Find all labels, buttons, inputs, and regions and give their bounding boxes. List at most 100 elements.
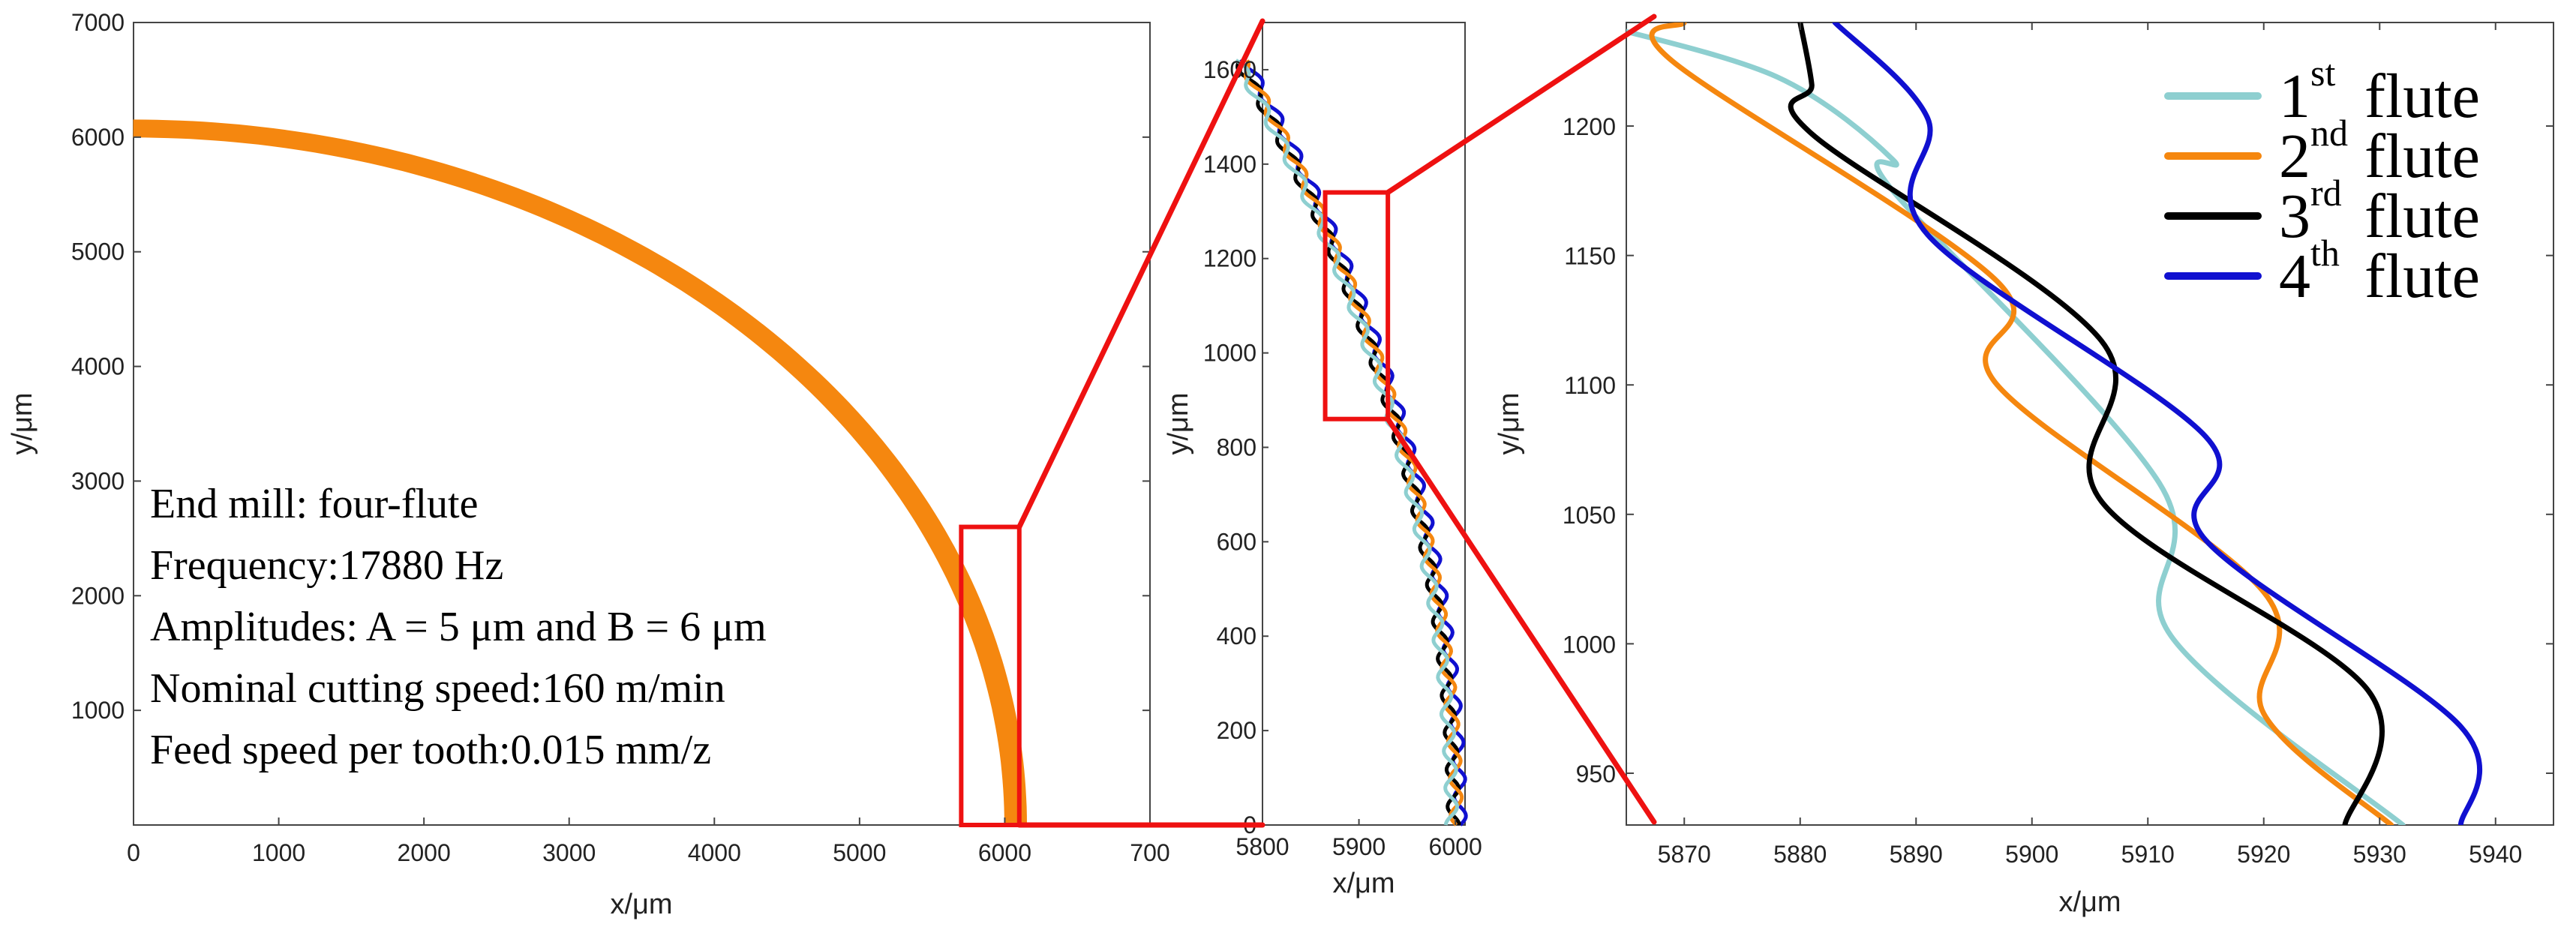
legend-superscript: st (2310, 52, 2335, 94)
zoom1-y-tick-label: 600 (1217, 528, 1256, 555)
overview-x-tick-label: 1000 (252, 839, 305, 866)
zoom1-x-tick-label: 5800 (1235, 833, 1289, 860)
panel-overview: 7000 6000 5000 4000 3000 2000 1000 0 1000 2000 30… (7, 9, 1170, 920)
overview-band-layer (133, 119, 1028, 826)
zoom1-y-tick-label: 1600 (1203, 56, 1256, 83)
zoom2-x-tick-label: 5920 (2237, 841, 2290, 868)
panel-zoom-1: 16001400120010008006004002000 5800590060… (1163, 22, 1482, 899)
zoom1-y-ticks: 16001400120010008006004002000 (1203, 56, 1268, 838)
overview-xlabel: x/μm (610, 889, 672, 920)
annotation-cutting-speed: Nominal cutting speed:160 m/min (150, 665, 725, 712)
zoom2-ylabel: y/μm (1494, 392, 1525, 454)
zoom1-series-line (1243, 59, 1464, 826)
zoom2-x-tick-label: 5900 (2005, 841, 2058, 868)
zoom1-zoom-box (1323, 190, 1391, 422)
overview-x-ticks: 0 1000 2000 3000 4000 5000 6000 700 (127, 818, 1170, 866)
connector-zoom1-bottom (1385, 416, 1657, 825)
overview-x-tick-label: 3000 (542, 839, 596, 866)
annotation-frequency: Frequency:17880 Hz (150, 542, 503, 589)
zoom2-series-line (1832, 22, 2483, 825)
zoom1-ylabel: y/μm (1163, 392, 1194, 454)
zoom2-y-tick-label: 1150 (1564, 243, 1616, 270)
overview-y-tick-label: 3000 (71, 467, 125, 494)
legend-number: 1 (2279, 62, 2310, 131)
legend-number: 3 (2279, 182, 2310, 251)
zoom1-lines-layer (1235, 58, 1468, 826)
zoom1-y-tick-label: 1000 (1203, 340, 1256, 367)
overview-y-tick-label: 7000 (71, 9, 125, 36)
legend-word: flute (2364, 182, 2480, 251)
connector-zoom1-top (1385, 14, 1657, 196)
zoom2-y-tick-label: 1050 (1563, 502, 1616, 529)
overview-y-tick-label: 1000 (71, 697, 125, 724)
legend-superscript: nd (2310, 112, 2348, 154)
overview-y-tick-label: 5000 (71, 238, 125, 266)
zoom2-y-tick-label: 1200 (1563, 113, 1616, 140)
zoom1-x-tick-label: 6000 (1429, 833, 1482, 860)
overview-x-tick-label: 4000 (688, 839, 741, 866)
overview-y-ticks: 7000 6000 5000 4000 3000 2000 1000 (71, 9, 1150, 724)
overview-y-tick-label: 4000 (71, 353, 125, 380)
zoom1-y-tick-label: 200 (1217, 717, 1256, 744)
zoom-connectors (1016, 14, 1657, 828)
zoom2-y-tick-label: 1100 (1564, 372, 1616, 399)
legend-word: flute (2364, 122, 2480, 191)
zoom2-lines-clipped (1626, 22, 2483, 825)
overview-x-tick-label: 2000 (398, 839, 451, 866)
zoom1-y-tick-label: 800 (1217, 434, 1256, 460)
zoom2-x-tick-label: 5910 (2121, 841, 2175, 868)
annotation-feed-speed: Feed speed per tooth:0.015 mm/z (150, 727, 711, 773)
zoom2-series-line (1788, 22, 2385, 825)
legend-number: 4 (2279, 242, 2310, 311)
zoom1-x-tick-label: 5900 (1332, 833, 1386, 860)
zoom1-y-tick-label: 1400 (1203, 151, 1256, 178)
zoom1-series-line (1238, 59, 1468, 826)
zoom2-xlabel: x/μm (2058, 886, 2121, 918)
overview-x-tick-label: 6000 (978, 839, 1031, 866)
zoom2-series-line (1649, 22, 2394, 825)
zoom2-x-tick-label: 5870 (1658, 841, 1711, 868)
overview-x-tick-label: 0 (127, 839, 140, 866)
zoom2-y-tick-label: 1000 (1563, 631, 1616, 658)
connector-overview-top (1016, 18, 1265, 530)
legend-superscript: th (2310, 232, 2340, 274)
panel-zoom-2: 1200 1150 1100 1050 1000 950 5870 5880 5890 5900… (1494, 22, 2554, 918)
zoom1-axes-frame (1262, 22, 1466, 826)
annotation-end-mill: End mill: four-flute (150, 481, 478, 527)
overview-y-tick-label: 6000 (71, 124, 125, 151)
zoom2-axes-frame (1626, 22, 2554, 826)
overview-axes-frame (133, 22, 1151, 826)
zoom2-x-tick-label: 5930 (2353, 841, 2406, 868)
overview-x-tick-label: 700 (1130, 839, 1169, 866)
zoom2-x-tick-label: 5940 (2469, 841, 2522, 868)
zoom1-series-line (1235, 59, 1461, 826)
zoom1-x-ticks: 5800 5900 6000 (1235, 819, 1482, 860)
overview-y-tick-label: 2000 (71, 582, 125, 609)
overview-ylabel: y/μm (7, 392, 38, 454)
zoom2-y-tick-label: 950 (1576, 760, 1616, 788)
zoom1-series-line (1235, 58, 1459, 826)
legend-word: flute (2364, 62, 2480, 131)
overview-band-series (133, 119, 1028, 826)
zoom1-xlabel: x/μm (1332, 868, 1395, 899)
legend-number: 2 (2279, 122, 2310, 191)
legend-superscript: rd (2310, 172, 2342, 214)
zoom2-y-ticks: 1200 1150 1100 1050 1000 950 (1563, 113, 2553, 788)
zoom2-x-tick-label: 5890 (1890, 841, 1943, 868)
overview-zoom-box (959, 524, 1022, 827)
legend-word: flute (2364, 242, 2480, 311)
zoom2-x-ticks: 5870 5880 5890 5900 5910 5920 5930 5940 (1658, 22, 2522, 868)
zoom2-lines-layer (1626, 22, 2483, 825)
zoom1-y-tick-label: 1200 (1203, 245, 1256, 272)
zoom2-x-tick-label: 5880 (1773, 841, 1827, 868)
zoom1-y-tick-label: 400 (1217, 622, 1256, 650)
overview-annotations: End mill: four-flute Frequency:17880 Hz … (150, 481, 767, 773)
overview-x-tick-label: 5000 (833, 839, 886, 866)
annotation-amplitudes: Amplitudes: A = 5 μm and B = 6 μm (150, 604, 767, 650)
